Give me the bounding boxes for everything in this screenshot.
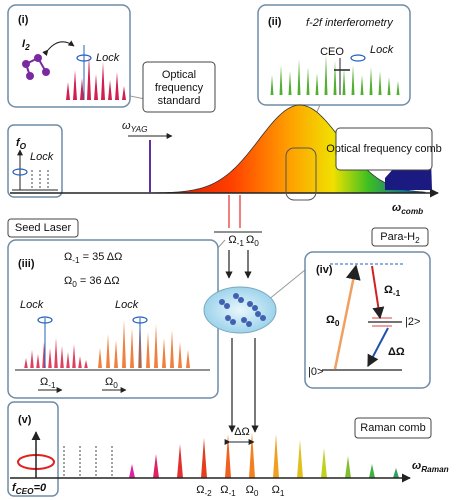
label-sub: CEO xyxy=(16,487,34,496)
comb-line xyxy=(249,432,255,478)
h2 xyxy=(255,311,261,317)
h2-cell xyxy=(204,287,276,333)
h2 xyxy=(260,315,266,321)
h2 xyxy=(247,301,253,307)
connector xyxy=(268,270,305,300)
label: f-2f interferometry xyxy=(306,17,394,29)
label-base: Ω xyxy=(246,234,254,246)
label: Raman comb xyxy=(360,422,425,434)
label: |0> xyxy=(308,366,323,378)
label: Lock xyxy=(115,299,139,311)
label-sub: 0 xyxy=(254,489,259,498)
comb-line xyxy=(369,464,375,478)
comb-line xyxy=(201,438,207,478)
comb-line xyxy=(345,456,351,478)
label-base: Ω xyxy=(272,484,280,496)
label: ωYAG xyxy=(122,120,148,134)
label: ΔΩ xyxy=(388,346,405,358)
comb-line xyxy=(129,464,135,478)
h2 xyxy=(252,305,258,311)
label-rest: = 36 ΔΩ xyxy=(77,275,120,287)
label-base: Ω xyxy=(105,376,113,388)
label-base: Ω xyxy=(64,275,72,287)
label: Optical frequency comb xyxy=(326,143,442,155)
label: Optical xyxy=(162,69,196,81)
label-sub: -1 xyxy=(48,381,56,390)
label: (iv) xyxy=(316,264,333,276)
h2 xyxy=(224,303,230,309)
label-sub: 2 xyxy=(24,43,30,52)
h2 xyxy=(230,319,236,325)
label: Ω0 xyxy=(246,234,259,248)
comb-line xyxy=(273,434,279,478)
h2 xyxy=(219,299,225,305)
label: Lock xyxy=(96,52,120,64)
comb-line xyxy=(393,468,399,478)
label: (ii) xyxy=(268,16,282,28)
label: ωRaman xyxy=(412,460,449,474)
label-rest: = 35 ΔΩ xyxy=(80,251,123,263)
label-sub: 1 xyxy=(280,489,285,498)
label: (v) xyxy=(18,414,32,426)
label-base: Ω xyxy=(326,314,335,326)
comb-line xyxy=(225,434,231,478)
label-base: Para-H xyxy=(380,231,415,243)
label: ωcomb xyxy=(392,202,423,216)
label-base: Ω xyxy=(384,284,393,296)
label-sub: -1 xyxy=(237,239,245,248)
label: Ω-1 xyxy=(228,234,244,248)
h2 xyxy=(238,297,244,303)
h2 xyxy=(241,317,247,323)
label-sub: 0 xyxy=(113,381,118,390)
label-sub: -1 xyxy=(228,489,236,498)
comb-line xyxy=(177,444,183,478)
label: (i) xyxy=(18,14,29,26)
label: Seed Laser xyxy=(15,222,72,234)
label: standard xyxy=(158,95,201,107)
label: ΔΩ xyxy=(234,426,250,438)
h2 xyxy=(225,315,231,321)
label-sub: comb xyxy=(401,207,423,216)
label: frequency xyxy=(155,82,204,94)
label: Ω-1 xyxy=(220,484,236,498)
label-base: Ω xyxy=(64,251,72,263)
label: Lock xyxy=(30,151,54,163)
label-base: ω xyxy=(392,202,401,214)
label-rest: =0 xyxy=(34,482,47,494)
label-base: Ω xyxy=(196,484,204,496)
label: (iii) xyxy=(18,258,35,270)
label-base: ω xyxy=(412,460,421,472)
comb-line xyxy=(321,448,327,478)
comb-line xyxy=(153,454,159,478)
diagram: (i)I2LockOpticalfrequencystandard(ii)f-2… xyxy=(0,0,459,500)
label: Lock xyxy=(370,44,394,56)
label-base: Ω xyxy=(246,484,254,496)
label-sub: 2 xyxy=(415,236,420,245)
label: |2> xyxy=(405,316,420,328)
h2 xyxy=(246,321,252,327)
label-base: Ω xyxy=(220,484,228,496)
label: Lock xyxy=(20,299,44,311)
h2 xyxy=(233,293,239,299)
label-sub: O xyxy=(20,142,27,151)
panel-iii xyxy=(8,240,218,398)
label: CEO xyxy=(320,46,344,58)
label-sub: -1 xyxy=(393,289,401,298)
label-base: Ω xyxy=(228,234,236,246)
label-sub: 0 xyxy=(254,239,259,248)
label: Ω1 xyxy=(272,484,285,498)
label-sub: YAG xyxy=(131,125,149,134)
label-sub: 0 xyxy=(335,319,340,328)
label-sub: Raman xyxy=(421,465,449,474)
label-base: Ω xyxy=(40,376,48,388)
label: Ω0 xyxy=(246,484,259,498)
comb-line xyxy=(297,440,303,478)
label-sub: -2 xyxy=(204,489,212,498)
label: Ω-2 xyxy=(196,484,212,498)
